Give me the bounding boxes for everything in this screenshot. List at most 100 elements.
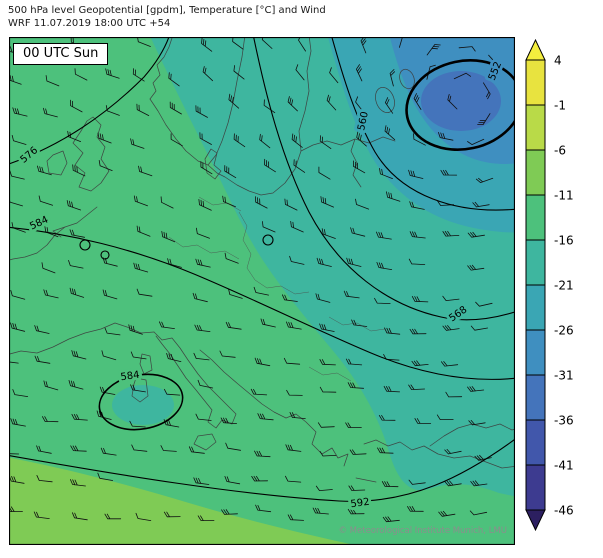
- valid-time-label: 00 UTC Sun: [13, 43, 109, 65]
- contour-576: [5, 33, 171, 166]
- wind-barb: [200, 161, 213, 175]
- wind-barb: [409, 231, 426, 239]
- wind-barb: [355, 96, 364, 113]
- wind-barb: [376, 231, 392, 240]
- wind-barb: [253, 286, 269, 296]
- wind-barb: [10, 290, 26, 300]
- colorbar-tick-label: -16: [554, 234, 574, 248]
- colorbar-segment: [525, 284, 546, 331]
- wind-barb: [199, 132, 212, 145]
- wind-barb: [440, 169, 458, 176]
- contour-560: [330, 33, 519, 211]
- wind-barb: [378, 415, 396, 421]
- wind-barb: [135, 512, 152, 521]
- wind-barb: [408, 169, 424, 179]
- wind-barb: [159, 321, 175, 329]
- wind-barb: [197, 515, 215, 521]
- wind-barb: [96, 410, 112, 420]
- contour-568: [252, 33, 519, 321]
- wind-barb: [345, 358, 363, 366]
- border-path: [328, 316, 386, 332]
- wind-barb: [408, 479, 426, 485]
- wind-barb: [379, 168, 393, 179]
- coastline-path: [153, 331, 237, 429]
- wind-barb: [220, 417, 237, 424]
- wind-barb: [386, 191, 401, 202]
- wind-barb: [11, 135, 27, 145]
- wind-barb: [472, 201, 490, 208]
- wind-barb: [389, 69, 395, 87]
- wind-barb: [250, 388, 268, 396]
- wind-barb: [351, 319, 368, 327]
- wind-barb: [445, 391, 463, 398]
- coastline-path: [363, 439, 425, 451]
- wind-barb: [104, 327, 121, 336]
- coastline-path: [193, 433, 217, 451]
- wind-barb: [164, 388, 181, 396]
- wind-barb: [12, 389, 29, 397]
- lake-outline: [375, 87, 395, 113]
- wind-barb: [138, 165, 153, 177]
- wind-barb: [259, 133, 271, 149]
- coastline-path: [46, 150, 68, 176]
- contour-small-closed: [262, 234, 274, 246]
- coastline-path: [300, 136, 396, 152]
- wind-barb: [195, 413, 212, 421]
- wind-barb: [198, 199, 212, 211]
- wind-barb: [356, 131, 367, 147]
- wind-barb: [104, 513, 122, 520]
- wind-barb: [233, 65, 245, 80]
- wind-barb: [319, 135, 332, 149]
- border-path: [308, 366, 352, 382]
- wind-barb: [442, 230, 460, 237]
- colorbar-tick-label: -26: [554, 324, 574, 338]
- wind-barb: [233, 133, 246, 148]
- wind-barb: [72, 512, 88, 521]
- wind-barb: [71, 413, 88, 421]
- wind-barb: [224, 165, 237, 179]
- wind-barb: [260, 318, 276, 328]
- wind-barb: [70, 479, 86, 487]
- wind-barb: [101, 350, 117, 361]
- coastline-path: [355, 477, 377, 483]
- wind-barb: [105, 68, 120, 79]
- wind-barb: [66, 200, 81, 211]
- contour-584-closed: [98, 373, 184, 431]
- wind-barb: [329, 67, 339, 84]
- coastline-path: [149, 98, 209, 166]
- wind-barb: [349, 449, 367, 455]
- colorbar-tick-label: -21: [554, 279, 574, 293]
- wind-barb: [68, 380, 84, 390]
- map-canvas: 576 584 584 592 560 568 552: [2, 33, 523, 546]
- wind-barb: [254, 450, 271, 458]
- wind-barb: [7, 74, 22, 85]
- wind-barb: [283, 357, 301, 365]
- wind-barb: [43, 289, 59, 299]
- wind-barb: [285, 444, 302, 452]
- wind-barb: [132, 68, 145, 82]
- colorbar-tick-label: -46: [554, 504, 574, 518]
- colorbar-tick-label: -1: [554, 99, 566, 113]
- wind-barb: [224, 476, 241, 485]
- watermark-text: © Meteorological Institute Munich, LMU: [338, 526, 507, 536]
- lake-outline: [399, 68, 415, 90]
- colorbar-tick-label: -11: [554, 189, 574, 203]
- wind-barb: [257, 413, 274, 421]
- wind-barb: [255, 196, 268, 209]
- coastline-path: [350, 138, 362, 188]
- wind-barb: [444, 449, 462, 455]
- wind-barb: [8, 475, 25, 484]
- wind-barb: [438, 132, 454, 141]
- wind-barb: [458, 46, 476, 52]
- wind-barb: [100, 447, 117, 456]
- coastline-path: [199, 349, 287, 419]
- wind-barb: [315, 293, 331, 303]
- wind-barbs: [2, 33, 498, 523]
- wind-barb: [202, 66, 213, 82]
- wind-barb: [289, 255, 305, 265]
- wind-barb: [315, 485, 333, 491]
- wind-barb: [188, 446, 205, 454]
- wind-barb: [129, 420, 146, 428]
- wind-barb: [467, 386, 485, 392]
